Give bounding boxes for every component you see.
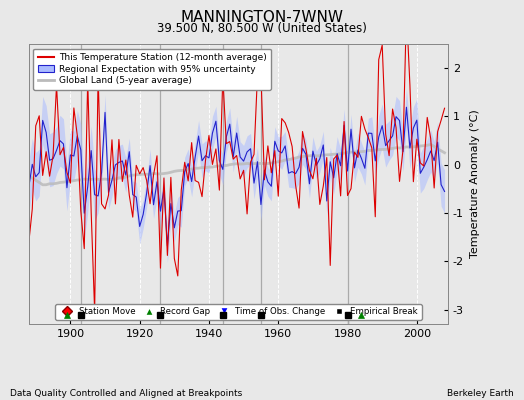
Legend: Station Move, Record Gap, Time of Obs. Change, Empirical Break: Station Move, Record Gap, Time of Obs. C… [56,304,421,320]
Text: Data Quality Controlled and Aligned at Breakpoints: Data Quality Controlled and Aligned at B… [10,389,243,398]
Text: MANNINGTON-7WNW: MANNINGTON-7WNW [180,10,344,25]
Text: 39.500 N, 80.500 W (United States): 39.500 N, 80.500 W (United States) [157,22,367,35]
Text: Berkeley Earth: Berkeley Earth [447,389,514,398]
Y-axis label: Temperature Anomaly (°C): Temperature Anomaly (°C) [470,110,479,258]
